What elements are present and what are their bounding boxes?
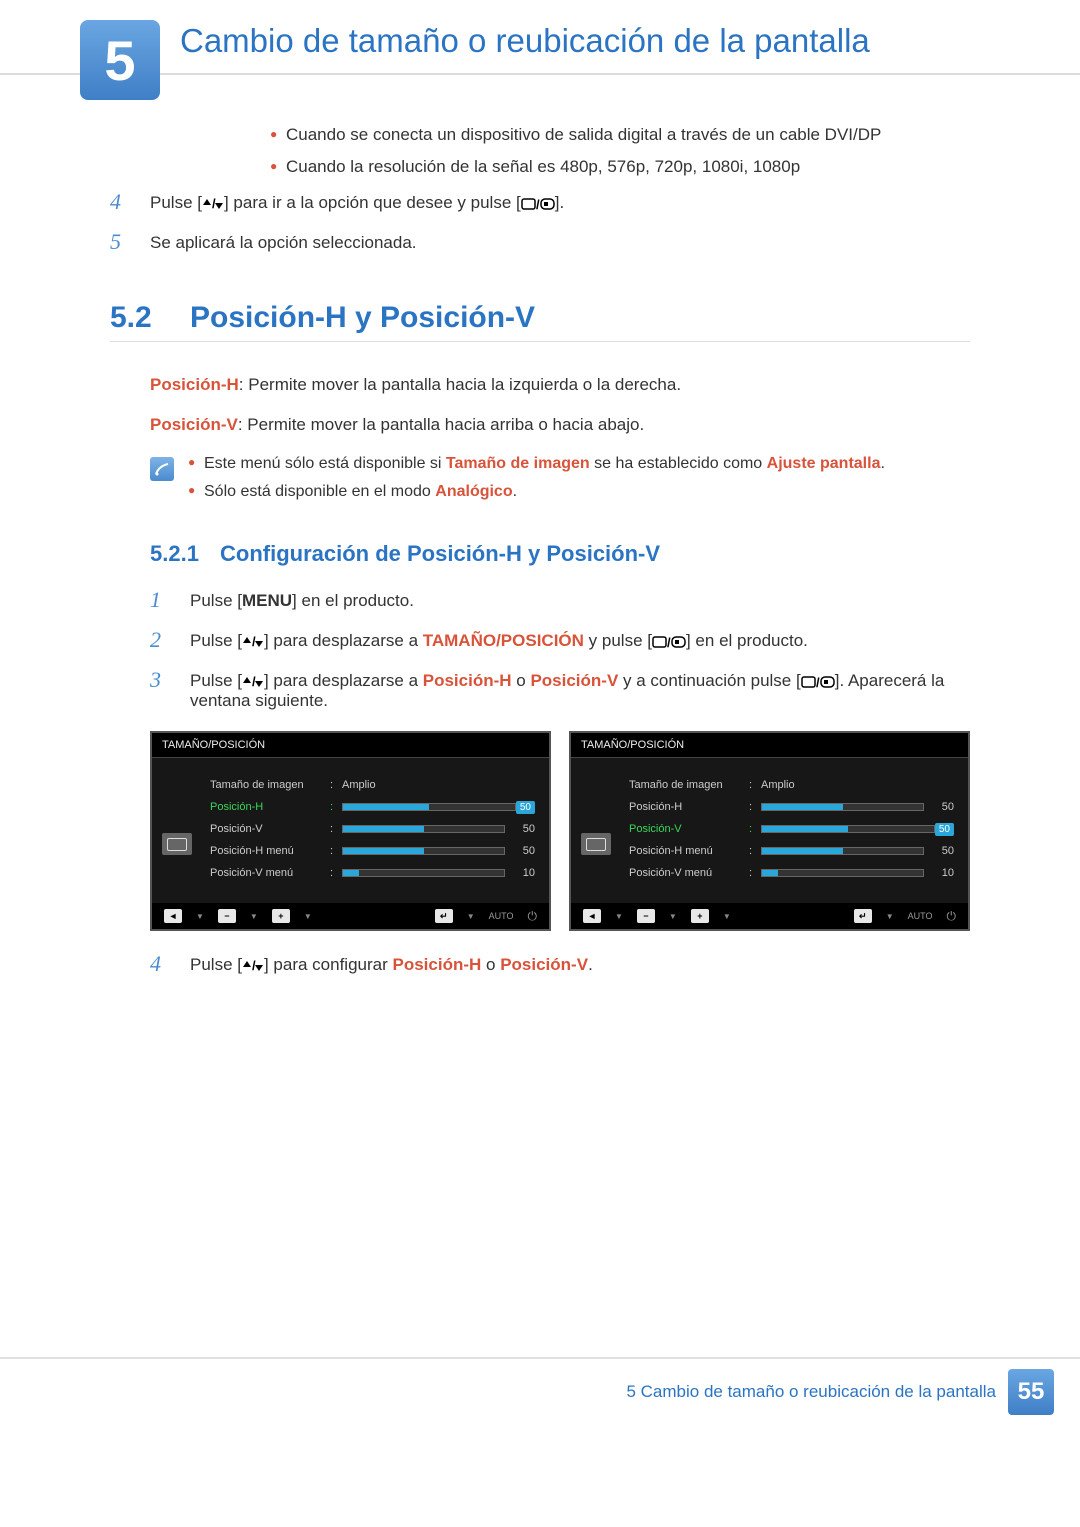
- step-4-bottom: 4Pulse [/] para configurar Posición-H o …: [150, 951, 970, 977]
- bullet-dot-icon: ●: [270, 159, 286, 173]
- section-heading: 5.2 Posición-H y Posición-V: [110, 301, 970, 342]
- osd-minus-icon[interactable]: −: [637, 909, 655, 923]
- step-row-1: 1Pulse [MENU] en el producto.: [150, 587, 970, 613]
- page-number: 55: [1008, 1369, 1054, 1415]
- osd-enter-icon[interactable]: ↵: [435, 909, 453, 923]
- osd-auto-label[interactable]: AUTO: [489, 911, 514, 921]
- note-line-1: ●Sólo está disponible en el modo Analógi…: [188, 483, 970, 501]
- top-bullets: ●Cuando se conecta un dispositivo de sal…: [270, 125, 970, 177]
- svg-text:/: /: [816, 675, 820, 689]
- bullet-dot-icon: ●: [188, 455, 204, 469]
- osd-row: Posición-V:50: [210, 818, 535, 840]
- bullet-2: ●Cuando la resolución de la señal es 480…: [270, 157, 970, 177]
- def-posicion-v: Posición-V: Permite mover la pantalla ha…: [150, 412, 970, 438]
- subsection-steps: 1Pulse [MENU] en el producto.2Pulse [/] …: [150, 587, 970, 711]
- svg-text:/: /: [252, 635, 256, 649]
- svg-text:/: /: [252, 959, 256, 973]
- updown-icon: /: [242, 671, 264, 690]
- osd-footer: ◄▼−▼+▼↵▼AUTO⏻: [152, 903, 549, 929]
- step-row-2: 2Pulse [/] para desplazarse a TAMAÑO/POS…: [150, 627, 970, 653]
- page-footer: 5 Cambio de tamaño o reubicación de la p…: [0, 1357, 1080, 1431]
- osd-category-icon: [581, 833, 611, 855]
- osd-panel: TAMAÑO/POSICIÓNTamaño de imagen:AmplioPo…: [150, 731, 551, 931]
- note-icon: [150, 457, 174, 481]
- step-number: 3: [150, 667, 190, 711]
- osd-power-icon[interactable]: ⏻: [947, 909, 957, 924]
- osd-row: Posición-V:50: [629, 818, 954, 840]
- osd-row: Tamaño de imagen:Amplio: [210, 774, 535, 796]
- step-text: Pulse [/] para configurar Posición-H o P…: [190, 951, 970, 977]
- osd-row: Posición-V menú:10: [210, 862, 535, 884]
- svg-text:/: /: [252, 675, 256, 689]
- step-4-row: 4 Pulse [/] para ir a la opción que dese…: [110, 189, 970, 215]
- section-title: Posición-H y Posición-V: [190, 301, 535, 335]
- note-line-0: ●Este menú sólo está disponible si Tamañ…: [188, 455, 970, 473]
- svg-text:/: /: [536, 197, 540, 211]
- subsection-heading: 5.2.1Configuración de Posición-H y Posic…: [150, 541, 970, 567]
- step-row-3: 3Pulse [/] para desplazarse a Posición-H…: [150, 667, 970, 711]
- osd-minus-icon[interactable]: −: [218, 909, 236, 923]
- osd-footer: ◄▼−▼+▼↵▼AUTO⏻: [571, 903, 968, 929]
- note-block: ●Este menú sólo está disponible si Tamañ…: [150, 455, 970, 511]
- step-row-4: 4Pulse [/] para configurar Posición-H o …: [150, 951, 970, 977]
- step-number: 4: [150, 951, 190, 977]
- osd-auto-label[interactable]: AUTO: [908, 911, 933, 921]
- osd-back-icon[interactable]: ◄: [583, 909, 601, 923]
- osd-title: TAMAÑO/POSICIÓN: [152, 733, 549, 758]
- step-text: Se aplicará la opción seleccionada.: [150, 229, 970, 255]
- osd-power-icon[interactable]: ⏻: [528, 909, 538, 924]
- svg-text:/: /: [667, 635, 671, 649]
- step-number: 1: [150, 587, 190, 613]
- osd-row: Posición-H menú:50: [210, 840, 535, 862]
- footer-text: 5 Cambio de tamaño o reubicación de la p…: [626, 1382, 996, 1402]
- step-number: 4: [110, 189, 150, 215]
- osd-row: Posición-V menú:10: [629, 862, 954, 884]
- step-text: Pulse [MENU] en el producto.: [190, 587, 970, 613]
- osd-title: TAMAÑO/POSICIÓN: [571, 733, 968, 758]
- screens-icon: /: [801, 671, 835, 690]
- bullet-dot-icon: ●: [188, 483, 204, 497]
- osd-row: Posición-H menú:50: [629, 840, 954, 862]
- def-posicion-h: Posición-H: Permite mover la pantalla ha…: [150, 372, 970, 398]
- osd-row: Posición-H:50: [210, 796, 535, 818]
- subsection-title: Configuración de Posición-H y Posición-V: [220, 541, 660, 566]
- updown-icon: /: [202, 193, 224, 212]
- osd-row: Posición-H:50: [629, 796, 954, 818]
- osd-category-icon: [162, 833, 192, 855]
- osd-row: Tamaño de imagen:Amplio: [629, 774, 954, 796]
- osd-back-icon[interactable]: ◄: [164, 909, 182, 923]
- chapter-number-box: 5: [80, 20, 160, 100]
- chapter-title: Cambio de tamaño o reubicación de la pan…: [180, 20, 1080, 61]
- step-text: Pulse [/] para ir a la opción que desee …: [150, 189, 970, 215]
- osd-enter-icon[interactable]: ↵: [854, 909, 872, 923]
- osd-panel: TAMAÑO/POSICIÓNTamaño de imagen:AmplioPo…: [569, 731, 970, 931]
- step-number: 2: [150, 627, 190, 653]
- screens-icon: /: [521, 193, 555, 212]
- svg-text:/: /: [212, 197, 216, 211]
- step-text: Pulse [/] para desplazarse a Posición-H …: [190, 667, 970, 711]
- bullet-1: ●Cuando se conecta un dispositivo de sal…: [270, 125, 970, 145]
- bullet-dot-icon: ●: [270, 127, 286, 141]
- step-5-row: 5 Se aplicará la opción seleccionada.: [110, 229, 970, 255]
- updown-icon: /: [242, 955, 264, 974]
- screens-icon: /: [652, 631, 686, 650]
- osd-plus-icon[interactable]: +: [272, 909, 290, 923]
- osd-row: TAMAÑO/POSICIÓNTamaño de imagen:AmplioPo…: [150, 731, 970, 931]
- section-number: 5.2: [110, 301, 190, 335]
- page-header: 5 Cambio de tamaño o reubicación de la p…: [0, 0, 1080, 75]
- step-number: 5: [110, 229, 150, 255]
- step-text: Pulse [/] para desplazarse a TAMAÑO/POSI…: [190, 627, 970, 653]
- osd-plus-icon[interactable]: +: [691, 909, 709, 923]
- subsection-number: 5.2.1: [150, 541, 220, 567]
- updown-icon: /: [242, 631, 264, 650]
